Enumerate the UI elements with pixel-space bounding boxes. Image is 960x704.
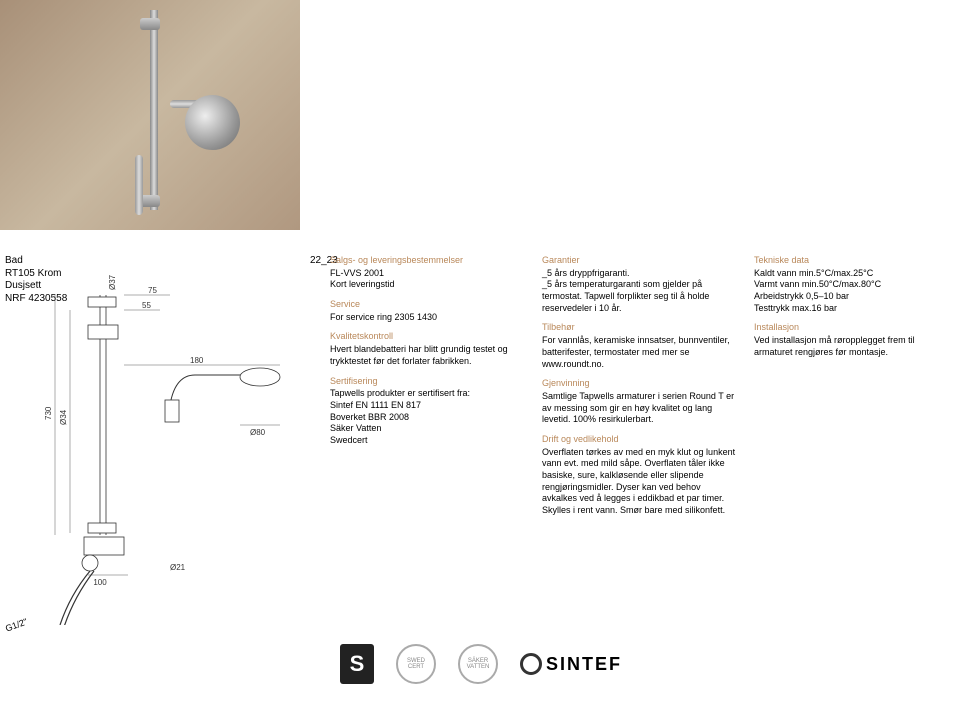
product-category: Bad — [5, 255, 67, 268]
t-sales: FL-VVS 2001 Kort leveringstid — [330, 268, 526, 291]
rail-bracket-top — [140, 18, 160, 30]
shower-rail — [150, 10, 158, 210]
swedcert-badge-icon: SWEDCERT — [396, 644, 436, 684]
h-sales: Salgs- og leveringsbestemmelser — [330, 255, 526, 267]
dim-55: 55 — [142, 301, 151, 310]
t-accessory: For vannlås, keramiske innsatser, bunnve… — [542, 335, 738, 370]
dim-d375: Ø37.5 — [108, 275, 117, 290]
sintef-ring-icon — [520, 653, 542, 675]
h-warranty: Garantier — [542, 255, 738, 267]
t-install: Ved installasjon må røropplegget frem ti… — [754, 335, 950, 358]
rail-bracket-bottom — [140, 195, 160, 207]
product-photo — [0, 0, 300, 230]
h-recycle: Gjenvinning — [542, 378, 738, 390]
t-quality: Hvert blandebatteri har blitt grundig te… — [330, 344, 526, 367]
spec-col-3: Tekniske data Kaldt vann min.5°C/max.25°… — [754, 255, 950, 517]
sintef-text: SINTEF — [546, 654, 622, 675]
t-maint: Overflaten tørkes av med en myk klut og … — [542, 447, 738, 517]
certification-logos: S SWEDCERT SÄKERVATTEN SINTEF — [340, 639, 940, 689]
spec-col-1: Salgs- og leveringsbestemmelser FL-VVS 2… — [330, 255, 526, 517]
h-service: Service — [330, 299, 526, 311]
h-tech: Tekniske data — [754, 255, 950, 267]
dim-d34: Ø34 — [59, 409, 68, 425]
t-tech: Kaldt vann min.5°C/max.25°C Varmt vann m… — [754, 268, 950, 315]
h-quality: Kvalitetskontroll — [330, 331, 526, 343]
s-mark-icon: S — [340, 644, 374, 684]
h-accessory: Tilbehør — [542, 322, 738, 334]
dim-d80: Ø80 — [250, 428, 266, 437]
t-cert: Tapwells produkter er sertifisert fra: S… — [330, 388, 526, 446]
spec-col-2: Garantier _5 års dryppfrigaranti. _5 års… — [542, 255, 738, 517]
h-maint: Drift og vedlikehold — [542, 434, 738, 446]
dim-g12: G1/2" — [4, 616, 29, 633]
saker-vatten-badge-icon: SÄKERVATTEN — [458, 644, 498, 684]
shower-hose — [135, 155, 143, 215]
t-warranty: _5 års dryppfrigaranti. _5 års temperatu… — [542, 268, 738, 315]
shower-head — [179, 89, 246, 156]
dim-d21: Ø21 — [170, 563, 186, 572]
t-recycle: Samtlige Tapwells armaturer i serien Rou… — [542, 391, 738, 426]
spec-columns: Salgs- og leveringsbestemmelser FL-VVS 2… — [330, 255, 950, 517]
sintef-logo: SINTEF — [520, 653, 622, 675]
dim-730: 730 — [44, 406, 53, 420]
h-install: Installasjon — [754, 322, 950, 334]
dim-180: 180 — [190, 356, 204, 365]
technical-drawing: 730 Ø34 100 Ø37.5 75 55 180 Ø80 Ø21 — [40, 275, 300, 625]
t-service: For service ring 2305 1430 — [330, 312, 526, 324]
h-cert: Sertifisering — [330, 376, 526, 388]
dim-100: 100 — [93, 578, 107, 587]
dim-75: 75 — [148, 286, 157, 295]
